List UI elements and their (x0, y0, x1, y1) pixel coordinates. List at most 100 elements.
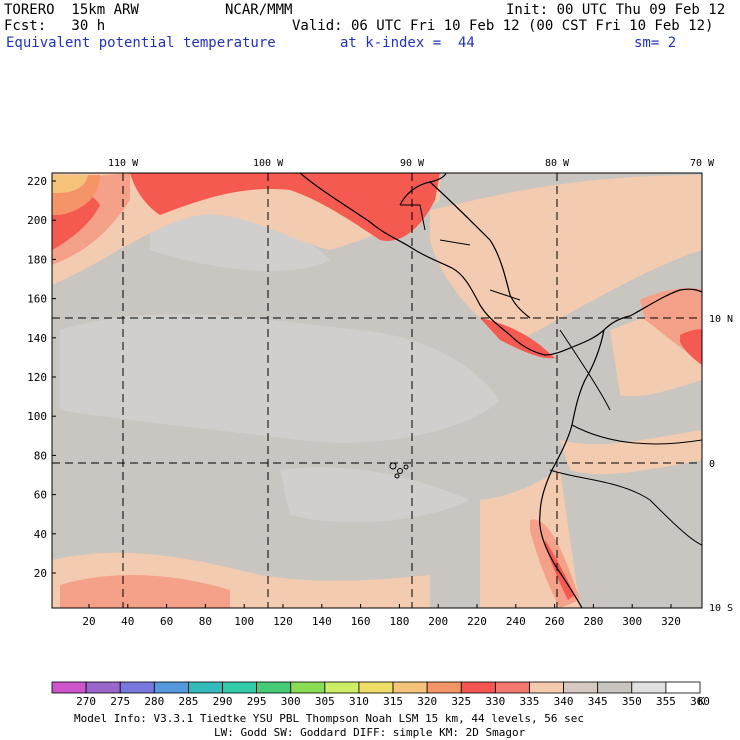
lon-label: 70 W (690, 158, 715, 169)
x-tick-label: 300 (622, 615, 642, 628)
field-yellow-region (52, 175, 88, 193)
y-tick-label: 140 (27, 332, 47, 345)
central-america-coastline (299, 173, 631, 356)
colorbar-swatch (631, 681, 667, 694)
y-tick-label: 20 (34, 567, 47, 580)
colorbar-label: 305 (315, 695, 335, 708)
south-america-coastline (539, 329, 605, 608)
colorbar-swatch (153, 681, 189, 694)
colorbar-label: 280 (144, 695, 164, 708)
colorbar-label: 355 (656, 695, 676, 708)
x-tick-label: 260 (545, 615, 565, 628)
colorbar-label: 310 (349, 695, 369, 708)
colorbar-label: 290 (213, 695, 233, 708)
y-tick-label: 180 (27, 253, 47, 266)
colorbar-label: 300 (281, 695, 301, 708)
y-tick-label: 220 (27, 175, 47, 188)
smoothing-info: sm= 2 (634, 35, 677, 51)
physics-info-line: LW: Godd SW: Goddard DIFF: simple KM: 2D… (214, 726, 526, 739)
x-tick-label: 60 (160, 615, 173, 628)
x-tick-label: 140 (312, 615, 332, 628)
colorbar-label: 360 (690, 695, 710, 708)
colorbar-label: 315 (383, 695, 403, 708)
colorbar-swatch (392, 681, 428, 694)
colorbar-swatch (597, 681, 633, 694)
x-tick-label: 160 (351, 615, 371, 628)
field-light-region (60, 314, 500, 443)
colorbar-swatch (222, 681, 258, 694)
x-tick-label: 240 (506, 615, 526, 628)
colorbar-unit: K (698, 695, 705, 708)
lat-label: 10 S (709, 603, 733, 614)
x-tick-label: 20 (82, 615, 95, 628)
equivalent-potential-temperature-field (52, 173, 702, 608)
map-frame (51, 172, 703, 609)
colorbar-label: 275 (110, 695, 130, 708)
island (394, 473, 400, 479)
island (403, 464, 409, 470)
colorbar-swatch (665, 681, 701, 694)
graticule (52, 173, 702, 608)
field-light-region (150, 208, 330, 271)
model-info-line: Model Info: V3.3.1 Tiedtke YSU PBL Thomp… (74, 712, 584, 725)
lon-label: 100 W (253, 158, 284, 169)
colorbar-swatch (358, 681, 394, 694)
colorbar-swatch (563, 681, 599, 694)
colorbar-label: 345 (588, 695, 608, 708)
field-salmon-region (60, 574, 230, 608)
colorbar-label: 340 (554, 695, 574, 708)
y-tick-label: 120 (27, 371, 47, 384)
color-bar (51, 681, 701, 694)
colorbar-swatch (188, 681, 223, 694)
field-light-region (280, 467, 470, 523)
x-tick-label: 40 (121, 615, 134, 628)
x-tick-label: 200 (428, 615, 448, 628)
colorbar-swatch (256, 681, 292, 694)
colorbar-swatch (324, 681, 360, 694)
field-red-region (680, 329, 702, 365)
colorbar-label: 295 (247, 695, 267, 708)
lon-label: 90 W (400, 158, 425, 169)
x-tick-label: 320 (661, 615, 681, 628)
colorbar-swatch (119, 681, 155, 694)
colorbar-label: 285 (178, 695, 198, 708)
caribbean-coastline (429, 181, 531, 319)
y-tick-label: 100 (27, 410, 47, 423)
y-tick-label: 80 (34, 449, 47, 462)
lat-label: 0 (709, 459, 715, 470)
y-tick-label: 160 (27, 293, 47, 306)
colorbar-swatch (460, 681, 496, 694)
init-time: Init: 00 UTC Thu 09 Feb 12 (506, 2, 726, 18)
field-red-region (480, 318, 555, 359)
colorbar-swatch (426, 681, 462, 694)
y-tick-label: 200 (27, 214, 47, 227)
x-tick-label: 120 (273, 615, 293, 628)
forecast-hour: Fcst: 30 h (4, 18, 106, 34)
lon-label: 80 W (545, 158, 570, 169)
colorbar-label: 325 (451, 695, 471, 708)
level-info: at k-index = 44 (340, 35, 475, 51)
venezuela-coastline (629, 288, 702, 317)
colorbar-label: 320 (417, 695, 437, 708)
y-tick-label: 40 (34, 528, 47, 541)
field-name: Equivalent potential temperature (6, 35, 276, 51)
colorbar-swatch (529, 681, 564, 694)
y-tick-label: 60 (34, 489, 47, 502)
colorbar-swatch (85, 681, 121, 694)
axis-ticks (52, 180, 672, 608)
field-tan-region (430, 175, 702, 340)
model-name: TORERO 15km ARW (4, 2, 139, 18)
x-tick-label: 80 (199, 615, 212, 628)
valid-time: Valid: 06 UTC Fri 10 Feb 12 (00 CST Fri … (292, 18, 714, 34)
island (397, 468, 403, 474)
colorbar-label: 335 (520, 695, 540, 708)
field-red-region (130, 173, 440, 241)
colorbar-swatch (51, 681, 87, 694)
colorbar-swatch (494, 681, 530, 694)
border-lines (400, 204, 702, 546)
colorbar-label: 270 (76, 695, 96, 708)
colorbar-swatch (290, 681, 326, 694)
center-name: NCAR/MMM (225, 2, 293, 18)
lon-label: 110 W (108, 158, 139, 169)
